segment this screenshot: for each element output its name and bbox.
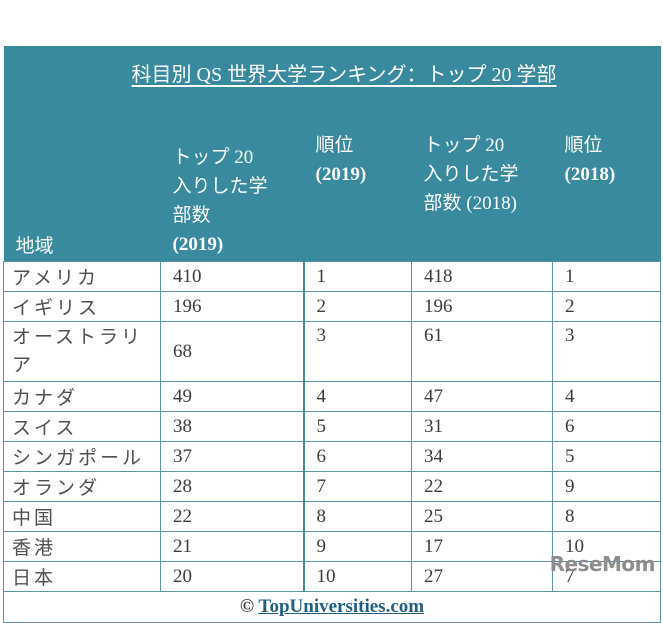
count-2018-cell: 34 xyxy=(411,441,553,472)
count-2019-cell: 37 xyxy=(160,441,304,472)
region-cell: オーストラリア xyxy=(3,321,161,382)
count-2018-cell: 61 xyxy=(411,321,553,382)
count-2019-cell: 21 xyxy=(160,531,304,562)
count-2019-cell: 38 xyxy=(160,411,304,442)
region-cell: シンガポール xyxy=(3,441,161,472)
region-cell: オランダ xyxy=(3,471,161,502)
table-row: カナダ 49 4 47 4 xyxy=(3,381,661,412)
table-footer-row: © TopUniversities.com xyxy=(3,591,661,623)
count-2018-cell: 47 xyxy=(411,381,553,412)
region-cell: 中国 xyxy=(3,501,161,532)
column-header-rank-2019: 順位 (2019) xyxy=(303,98,412,262)
count-2019-cell: 410 xyxy=(160,261,304,292)
rank-2019-cell: 5 xyxy=(302,411,412,442)
table-body: アメリカ 410 1 418 1 イギリス 196 2 196 2 オーストラリ… xyxy=(3,261,661,592)
count-2018-cell: 31 xyxy=(411,411,553,442)
qs-ranking-table: 科目別 QS 世界大学ランキング：トップ 20 学部 地域 トップ 20 入りし… xyxy=(3,46,661,623)
region-cell: スイス xyxy=(3,411,161,442)
region-cell: 日本 xyxy=(3,561,161,592)
topuniversities-link[interactable]: TopUniversities.com xyxy=(258,596,425,617)
table-row: 中国 22 8 25 8 xyxy=(3,501,661,532)
rank-2019-cell: 10 xyxy=(302,561,412,592)
rank-2019-cell: 1 xyxy=(302,261,412,292)
column-header-rank-2018: 順位 (2018) xyxy=(552,98,661,262)
rank-2018-cell: 3 xyxy=(552,321,661,382)
table-row: アメリカ 410 1 418 1 xyxy=(3,261,661,292)
region-cell: イギリス xyxy=(3,291,161,322)
count-2018-cell: 27 xyxy=(411,561,553,592)
rank-2018-cell: 5 xyxy=(552,441,661,472)
rank-2019-cell: 6 xyxy=(302,441,412,472)
copyright-cell: © TopUniversities.com xyxy=(3,591,661,623)
rank-2019-cell: 7 xyxy=(302,471,412,502)
table-row: イギリス 196 2 196 2 xyxy=(3,291,661,322)
rank-2018-cell: 9 xyxy=(552,471,661,502)
table-row: シンガポール 37 6 34 5 xyxy=(3,441,661,472)
count-2019-cell: 68 xyxy=(160,321,304,382)
rank-2019-cell: 3 xyxy=(302,321,412,382)
region-cell: カナダ xyxy=(3,381,161,412)
ranking-table-container: 科目別 QS 世界大学ランキング：トップ 20 学部 地域 トップ 20 入りし… xyxy=(3,46,661,623)
rank-2018-cell: 2 xyxy=(552,291,661,322)
rank-2019-cell: 9 xyxy=(302,531,412,562)
rank-2019-cell: 2 xyxy=(302,291,412,322)
resemom-logo: ReseMom xyxy=(549,552,656,576)
count-2018-cell: 418 xyxy=(411,261,553,292)
rank-2018-cell: 1 xyxy=(552,261,661,292)
count-2018-cell: 25 xyxy=(411,501,553,532)
region-cell: アメリカ xyxy=(3,261,161,292)
column-header-count-2018: トップ 20 入りした学 部数 (2018) xyxy=(411,98,553,262)
rank-2018-cell: 4 xyxy=(552,381,661,412)
count-2019-cell: 196 xyxy=(160,291,304,322)
rank-2018-cell: 10 xyxy=(552,531,661,562)
rank-2018-cell: 8 xyxy=(552,501,661,532)
table-row: オーストラリア 68 3 61 3 xyxy=(3,321,661,382)
rank-2019-cell: 8 xyxy=(302,501,412,532)
copyright-symbol: © xyxy=(239,596,259,617)
table-row: 香港 21 9 17 10 xyxy=(3,531,661,562)
count-2018-cell: 17 xyxy=(411,531,553,562)
region-cell: 香港 xyxy=(3,531,161,562)
table-row: スイス 38 5 31 6 xyxy=(3,411,661,442)
table-row: 日本 20 10 27 7 xyxy=(3,561,661,592)
count-2019-cell: 49 xyxy=(160,381,304,412)
table-title: 科目別 QS 世界大学ランキング：トップ 20 学部 xyxy=(3,46,661,98)
count-2019-cell: 20 xyxy=(160,561,304,592)
rank-2019-cell: 4 xyxy=(302,381,412,412)
rank-2018-cell: 6 xyxy=(552,411,661,442)
column-header-count-2019: トップ 20 入りした学 部数 (2019) xyxy=(160,98,304,262)
count-2019-cell: 28 xyxy=(160,471,304,502)
table-row: オランダ 28 7 22 9 xyxy=(3,471,661,502)
count-2018-cell: 196 xyxy=(411,291,553,322)
count-2018-cell: 22 xyxy=(411,471,553,502)
count-2019-cell: 22 xyxy=(160,501,304,532)
column-header-region: 地域 xyxy=(3,98,161,262)
